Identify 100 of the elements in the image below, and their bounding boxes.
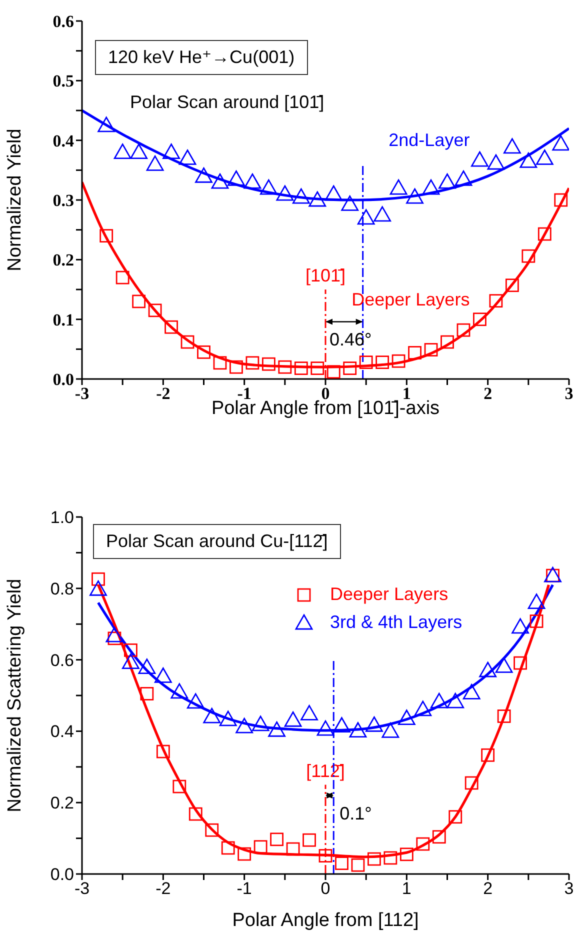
- point: [424, 343, 438, 356]
- point: [302, 833, 316, 847]
- x-tick-label: -2: [156, 879, 171, 898]
- point: [384, 851, 398, 865]
- point: [138, 658, 156, 674]
- point: [308, 191, 326, 207]
- x-tick-label: 2: [483, 879, 493, 898]
- point: [351, 858, 365, 872]
- point: [292, 188, 310, 204]
- point: [238, 847, 252, 861]
- y-tick-label: 0.8: [50, 579, 74, 598]
- point: [286, 842, 300, 856]
- y-tick-label: 1.0: [50, 508, 74, 528]
- point: [471, 151, 488, 167]
- point: [114, 144, 132, 159]
- point: [514, 656, 527, 670]
- point: [221, 841, 235, 855]
- point: [505, 278, 519, 292]
- y-tick-label: 0.6: [52, 12, 74, 32]
- y-tick-label: 0.0: [50, 865, 74, 884]
- point: [195, 167, 212, 183]
- point: [172, 780, 186, 794]
- point: [341, 195, 359, 211]
- x-tick-label: 1: [402, 879, 412, 898]
- point: [316, 720, 334, 736]
- x-tick-label: -3: [74, 879, 90, 898]
- point: [520, 152, 538, 168]
- y-tick-label: 0.4: [50, 722, 74, 742]
- point: [268, 721, 286, 737]
- y-tick-label: 0.1: [52, 310, 74, 330]
- point: [140, 687, 154, 700]
- point: [512, 618, 529, 634]
- point: [456, 323, 470, 337]
- y-tick-label: 0.2: [52, 250, 74, 270]
- point: [124, 643, 138, 657]
- x-tick-label: 3: [564, 879, 574, 898]
- point: [203, 708, 221, 724]
- point: [156, 744, 170, 758]
- point: [392, 354, 406, 368]
- point: [130, 144, 148, 159]
- annotation: 120 keV He⁺→Cu(001): [95, 40, 308, 75]
- point: [481, 748, 495, 762]
- point: [230, 360, 243, 374]
- point: [448, 810, 462, 824]
- series-label: 2nd-Layer: [388, 130, 470, 150]
- point: [122, 654, 140, 669]
- point: [154, 668, 172, 683]
- point: [552, 135, 569, 151]
- x-tick-label: 3: [564, 384, 574, 404]
- point: [294, 362, 308, 375]
- point: [495, 658, 513, 673]
- y-axis-title: Normalized Yield: [4, 128, 26, 272]
- point: [440, 335, 454, 349]
- y-tick-label: 0.5: [52, 72, 74, 91]
- point: [487, 154, 505, 170]
- point: [284, 711, 302, 727]
- point: [205, 823, 219, 837]
- y-tick-label: 0.4: [52, 131, 74, 150]
- point: [416, 837, 430, 851]
- point: [357, 209, 375, 225]
- x-tick-label: 2: [484, 384, 492, 404]
- point: [530, 614, 544, 628]
- point: [146, 156, 164, 171]
- point: [254, 840, 268, 854]
- point: [324, 185, 342, 201]
- point: [246, 356, 260, 370]
- point: [408, 346, 422, 360]
- point: [359, 356, 373, 369]
- point: [333, 717, 350, 733]
- x-tick-label: 0: [320, 879, 330, 898]
- point: [503, 138, 521, 154]
- point: [554, 193, 568, 207]
- point: [432, 830, 446, 844]
- point: [278, 360, 292, 374]
- point: [422, 179, 440, 195]
- annotation: Polar Scan around Cu-[112̄]: [93, 524, 341, 559]
- point: [326, 365, 340, 379]
- point: [489, 294, 503, 308]
- point: [244, 173, 262, 189]
- point: [197, 345, 210, 359]
- point: [400, 848, 414, 862]
- point: [318, 849, 332, 862]
- point: [260, 179, 278, 195]
- y-tick-label: 0.6: [50, 650, 74, 670]
- point: [438, 173, 456, 189]
- point: [211, 173, 229, 189]
- point: [180, 335, 194, 349]
- point: [164, 320, 178, 334]
- point: [178, 150, 196, 165]
- point: [228, 170, 245, 186]
- point: [252, 716, 270, 732]
- y-axis-title: Normalized Scattering Yield: [4, 578, 26, 812]
- point: [414, 700, 432, 716]
- point: [473, 312, 486, 326]
- point: [374, 206, 392, 222]
- point: [462, 684, 480, 700]
- point: [406, 188, 424, 204]
- point: [162, 144, 180, 159]
- series-label: Deeper Layers: [352, 289, 470, 310]
- legend-label: 3rd & 4th Layers: [330, 612, 462, 632]
